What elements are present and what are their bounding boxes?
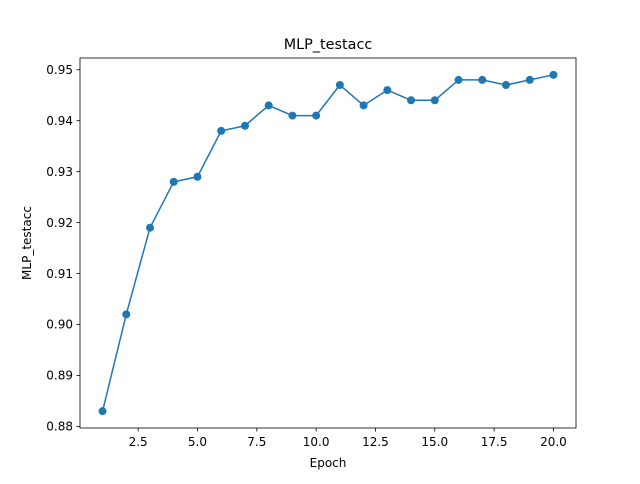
chart-title: MLP_testacc [284,37,373,53]
data-point [430,96,439,105]
x-tick-label: 15.0 [421,435,448,449]
y-tick-label: 0.89 [46,369,73,383]
series-layer [98,70,558,416]
y-tick-label: 0.91 [46,267,73,281]
data-point [407,96,416,105]
y-tick-label: 0.95 [46,63,73,77]
x-axis-ticks: 2.5 5.0 7.5 10.0 12.5 15.0 17.5 20.0 [129,428,567,449]
x-tick-label: 20.0 [540,435,567,449]
data-point [454,75,463,84]
data-point [217,126,226,135]
data-point [98,407,107,416]
x-tick-label: 7.5 [247,435,266,449]
data-point [146,223,155,232]
y-tick-label: 0.94 [46,114,73,128]
x-axis-label: Epoch [310,456,347,470]
x-tick-label: 17.5 [481,435,508,449]
data-point [501,81,510,90]
data-point [240,121,249,130]
data-point [383,86,392,95]
y-tick-label: 0.90 [46,318,73,332]
plot-area [80,58,576,428]
data-point [193,172,202,181]
data-point [525,75,534,84]
data-point [312,111,321,120]
data-point [549,70,558,79]
data-point [359,101,368,110]
y-tick-label: 0.88 [46,420,73,434]
data-point [122,310,131,319]
data-point [335,81,344,90]
y-axis-label: MLP_testacc [20,206,34,280]
x-tick-label: 5.0 [188,435,207,449]
axes-frame [79,57,577,429]
x-tick-label: 10.0 [303,435,330,449]
y-tick-label: 0.92 [46,216,73,230]
data-point [478,75,487,84]
y-tick-label: 0.93 [46,165,73,179]
y-axis-ticks: 0.88 0.89 0.90 0.91 0.92 0.93 0.94 0.95 [46,63,80,434]
x-tick-label: 12.5 [362,435,389,449]
data-point [169,177,178,186]
data-point [288,111,297,120]
data-point [264,101,273,110]
x-tick-label: 2.5 [129,435,148,449]
